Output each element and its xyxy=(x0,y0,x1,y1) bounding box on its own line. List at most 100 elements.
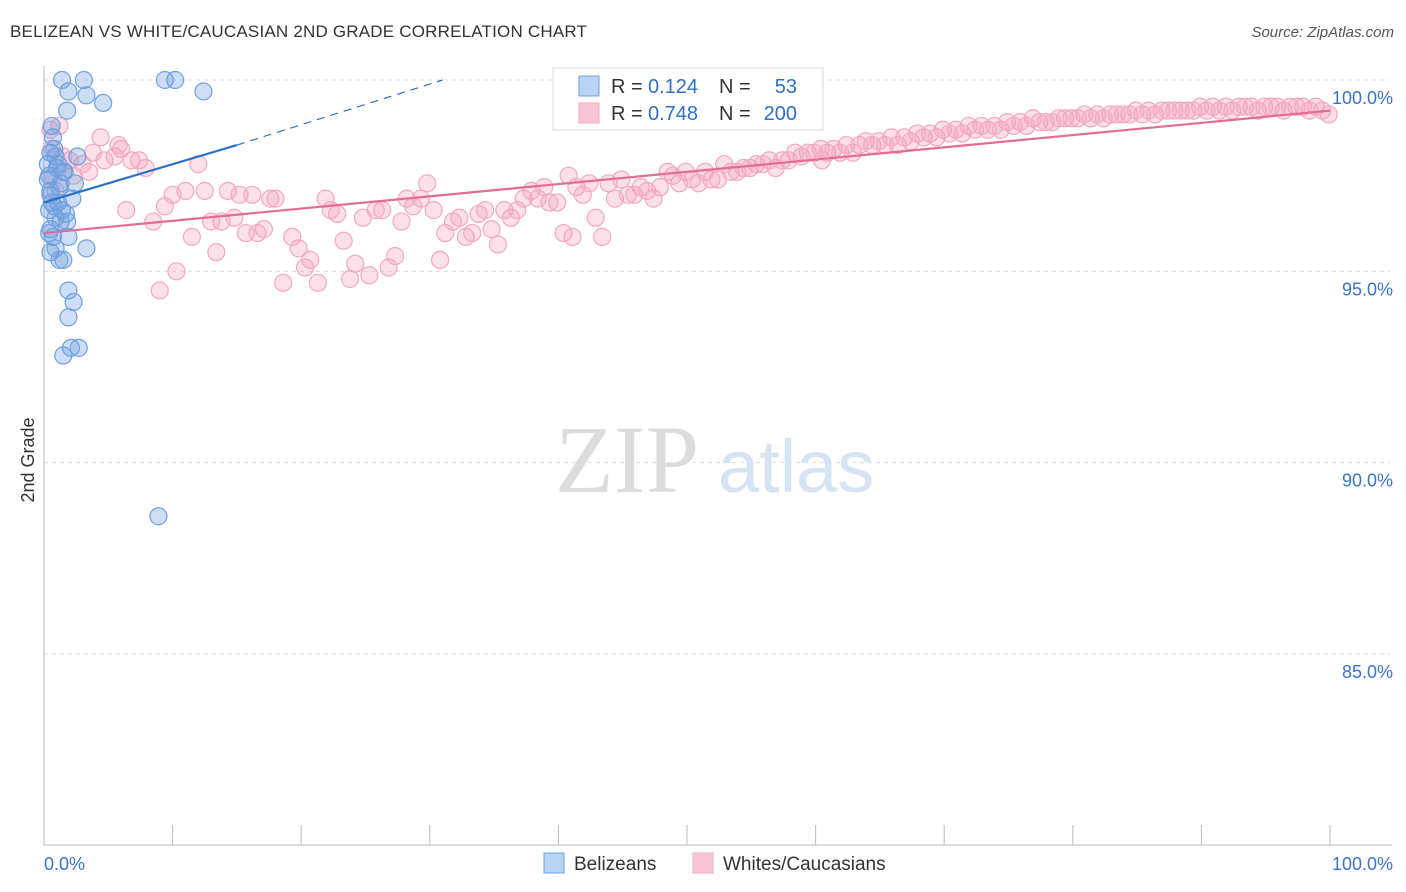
point-whites-63 xyxy=(430,250,450,269)
point-belizeans-2 xyxy=(155,70,174,90)
point-whites-34 xyxy=(243,185,262,204)
point-whites-37 xyxy=(261,189,280,208)
x-tick-labels: 0.0% 100.0% xyxy=(44,854,1393,874)
point-belizeans-45 xyxy=(55,162,74,181)
y-tick-label-2: 90.0% xyxy=(1342,471,1393,491)
point-whites-97 xyxy=(650,178,670,197)
point-whites-14 xyxy=(117,201,136,220)
point-belizeans-33 xyxy=(50,250,69,269)
point-whites-49 xyxy=(340,269,360,289)
point-whites-191 xyxy=(1255,97,1274,116)
point-whites-40 xyxy=(283,227,302,246)
point-whites-43 xyxy=(301,250,320,269)
point-whites-66 xyxy=(450,208,469,227)
point-belizeans-40 xyxy=(54,346,73,365)
legend-n-label-1: N = xyxy=(719,76,751,98)
point-whites-201 xyxy=(1319,105,1338,124)
legend-swatch-belizeans xyxy=(578,75,600,97)
source-label: Source: ZipAtlas.com xyxy=(1251,24,1394,41)
watermark: ZIP atlas xyxy=(555,406,874,513)
watermark-zip: ZIP xyxy=(555,406,699,513)
point-whites-39 xyxy=(274,273,293,292)
bottom-legend: Belizeans Whites/Caucasians xyxy=(543,852,886,875)
point-whites-187 xyxy=(1229,97,1248,116)
point-whites-96 xyxy=(644,189,663,208)
point-whites-79 xyxy=(535,178,554,197)
point-whites-72 xyxy=(488,235,508,254)
point-whites-81 xyxy=(548,193,567,212)
point-belizeans-5 xyxy=(77,86,96,105)
bottom-legend-label-whites: Whites/Caucasians xyxy=(723,854,886,875)
point-belizeans-37 xyxy=(59,308,78,327)
point-whites-70 xyxy=(475,201,495,220)
point-whites-47 xyxy=(328,204,347,224)
point-whites-159 xyxy=(1049,109,1068,128)
point-whites-202 xyxy=(79,162,99,181)
point-whites-167 xyxy=(1100,105,1120,124)
data-points xyxy=(38,70,1338,526)
point-belizeans-3 xyxy=(166,70,185,90)
point-whites-168 xyxy=(1107,105,1126,124)
point-whites-178 xyxy=(1171,101,1190,120)
point-whites-31 xyxy=(225,208,244,227)
point-whites-71 xyxy=(482,220,501,239)
point-belizeans-39 xyxy=(69,338,88,357)
legend-r-value-1: 0.124 xyxy=(648,76,698,98)
point-whites-86 xyxy=(580,174,599,193)
point-belizeans-9 xyxy=(42,116,61,136)
point-belizeans-38 xyxy=(61,338,81,357)
point-whites-82 xyxy=(554,223,573,243)
point-whites-160 xyxy=(1055,109,1075,128)
point-belizeans-8 xyxy=(94,93,113,113)
point-whites-75 xyxy=(508,201,527,220)
point-belizeans-34 xyxy=(54,250,73,269)
point-whites-4 xyxy=(50,116,69,136)
point-whites-57 xyxy=(392,212,411,231)
point-belizeans-10 xyxy=(43,128,63,147)
watermark-atlas: atlas xyxy=(718,425,874,508)
bottom-legend-swatch-whites xyxy=(692,852,714,874)
point-whites-28 xyxy=(207,243,226,262)
point-whites-30 xyxy=(218,181,237,201)
legend-box: R = 0.124 N = 53 R = 0.748 N = 200 xyxy=(552,67,824,131)
point-whites-175 xyxy=(1152,101,1171,120)
point-whites-177 xyxy=(1165,101,1184,120)
point-belizeans-36 xyxy=(64,292,83,312)
trend-line-belizeans xyxy=(43,143,238,204)
legend-n-value-1: 53 xyxy=(775,76,797,98)
point-belizeans-50 xyxy=(59,227,78,246)
point-whites-80 xyxy=(540,193,559,212)
point-whites-44 xyxy=(308,273,328,292)
point-whites-23 xyxy=(176,181,195,201)
trend-line-whites xyxy=(43,109,1331,235)
bottom-legend-label-belizeans: Belizeans xyxy=(574,854,656,875)
legend-r-value-2: 0.748 xyxy=(648,103,698,125)
legend-r-label-1: R = xyxy=(611,76,643,98)
x-tick-label-max: 100.0% xyxy=(1332,854,1393,874)
y-axis-title: 2nd Grade xyxy=(18,417,38,502)
point-whites-10 xyxy=(91,128,110,147)
chart-title: BELIZEAN VS WHITE/CAUCASIAN 2ND GRADE CO… xyxy=(10,22,588,41)
point-whites-85 xyxy=(573,185,592,204)
x-tick-label-min: 0.0% xyxy=(44,854,85,874)
point-whites-176 xyxy=(1158,101,1178,120)
point-belizeans-14 xyxy=(38,155,57,174)
point-whites-22 xyxy=(167,262,186,281)
point-whites-54 xyxy=(373,201,392,220)
point-belizeans-51 xyxy=(41,143,60,162)
point-whites-105 xyxy=(702,170,721,189)
point-whites-50 xyxy=(346,254,365,273)
point-belizeans-7 xyxy=(58,101,77,120)
point-whites-41 xyxy=(289,239,308,258)
y-tick-label-0: 100.0% xyxy=(1332,88,1393,108)
y-tick-label-1: 95.0% xyxy=(1342,279,1393,299)
legend-n-label-2: N = xyxy=(719,103,751,125)
legend-n-value-2: 200 xyxy=(764,103,797,125)
point-belizeans-4 xyxy=(59,82,78,101)
point-belizeans-1 xyxy=(74,70,93,90)
trend-line-belizeans-extension xyxy=(236,79,443,146)
trend-lines xyxy=(43,79,1331,235)
point-whites-36 xyxy=(254,220,274,239)
point-whites-32 xyxy=(230,185,249,204)
